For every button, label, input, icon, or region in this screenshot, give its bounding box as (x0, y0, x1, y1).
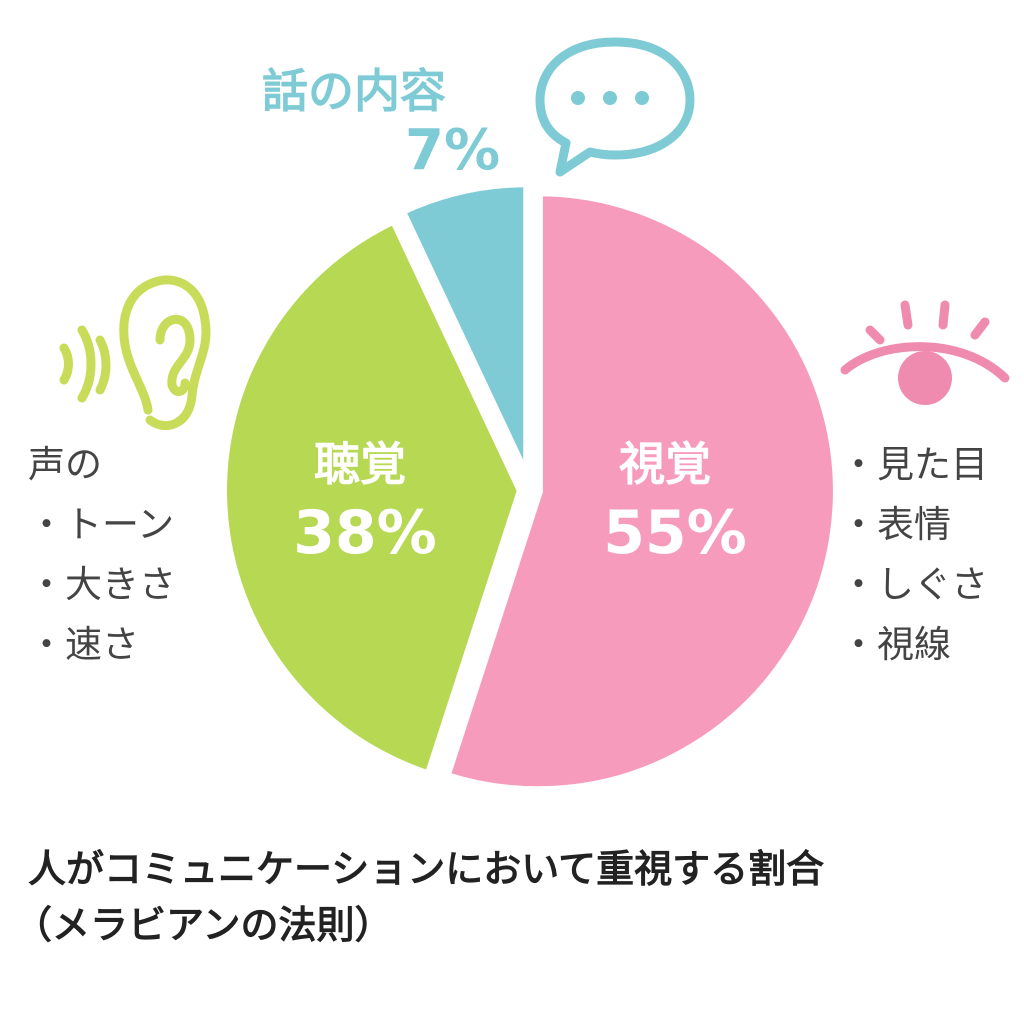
ear-icon (59, 275, 211, 431)
chart-title: 人がコミュニケーションにおいて重視する割合 (28, 847, 825, 891)
auditory-percent: 38% (293, 498, 437, 568)
eye-icon (840, 300, 1010, 405)
auditory-details: 声の ・トーン ・大きさ ・速さ (28, 435, 176, 675)
pie-slice-1 (217, 214, 528, 781)
list-item: ・表情 (840, 503, 951, 546)
list-item: ・大きさ (28, 563, 176, 606)
pie-slice-2 (395, 177, 534, 488)
auditory-heading: 声の (28, 443, 102, 486)
visual-label: 視覚 (619, 437, 711, 491)
visual-percent: 55% (603, 498, 747, 568)
list-item: ・しぐさ (840, 563, 988, 606)
pie-slice-0 (440, 186, 843, 797)
speech-bubble-icon (535, 37, 695, 177)
list-item: ・視線 (840, 623, 951, 666)
list-item: ・見た目 (840, 443, 988, 486)
content-label: 話の内容 (262, 64, 446, 118)
content-percent: 7% (405, 118, 501, 183)
visual-details: ・見た目 ・表情 ・しぐさ ・視線 (840, 435, 988, 675)
list-item: ・速さ (28, 623, 139, 666)
auditory-label: 聴覚 (314, 437, 406, 491)
chart-subtitle: （メラビアンの法則） (14, 903, 393, 947)
list-item: ・トーン (28, 503, 175, 546)
